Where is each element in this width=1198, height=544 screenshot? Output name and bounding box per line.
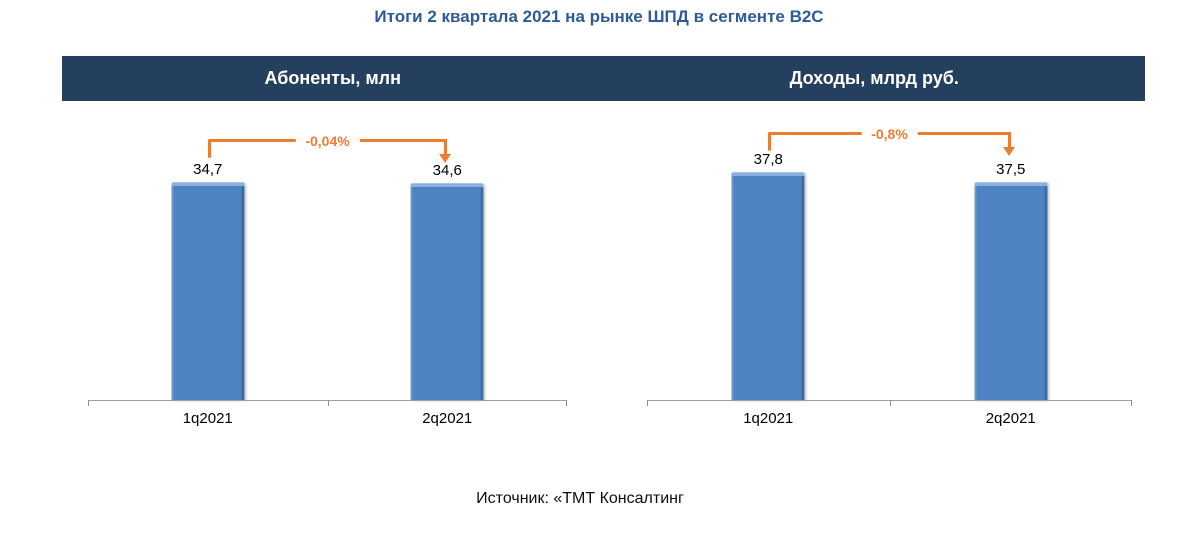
category-label: 2q2021 — [985, 410, 1036, 427]
bar-value-label: 37,8 — [753, 151, 783, 168]
header-subscribers: Абоненты, млн — [264, 68, 401, 88]
bracket-start — [768, 132, 772, 151]
category-label: 1q2021 — [743, 410, 794, 427]
category-label: 1q2021 — [182, 410, 233, 427]
bar-group-1q2021: 34,7 — [171, 161, 245, 400]
bracket-arrow-shaft — [444, 139, 448, 155]
category-label: 2q2021 — [422, 410, 473, 427]
bar-subscribers-2q2021 — [410, 183, 484, 400]
bar-revenue-2q2021 — [974, 182, 1048, 400]
x-axis — [647, 400, 1132, 406]
bar-group-1q2021: 37,8 — [731, 151, 805, 400]
axis-tick — [88, 400, 89, 406]
chart-subscribers: -0,04% 34,7 34,6 1q2021 2q2021 — [88, 120, 567, 430]
change-annotation: -0,04% — [207, 133, 452, 169]
bar-group-2q2021: 37,5 — [974, 161, 1048, 400]
bar-group-2q2021: 34,6 — [410, 162, 484, 400]
bar-subscribers-1q2021 — [171, 182, 245, 400]
axis-tick — [1131, 400, 1132, 406]
bar-value-label: 34,7 — [193, 161, 223, 178]
bar-value-label: 34,6 — [432, 162, 462, 179]
bracket-arrow-shaft — [1007, 132, 1011, 148]
change-percent-label: -0,8% — [861, 126, 918, 142]
column-header-bar: Абоненты, млн Доходы, млрд руб. — [62, 56, 1145, 101]
bracket-start — [207, 139, 211, 158]
source-note: Источник: «ТМТ Консалтинг — [476, 490, 684, 507]
bar-revenue-1q2021 — [731, 172, 805, 400]
axis-tick — [327, 400, 329, 406]
axis-tick — [889, 400, 891, 406]
bar-value-label: 37,5 — [996, 161, 1026, 178]
arrow-down-icon — [1002, 147, 1015, 156]
header-revenue: Доходы, млрд руб. — [789, 68, 959, 88]
axis-tick — [647, 400, 648, 406]
change-annotation: -0,8% — [768, 126, 1015, 162]
axis-tick — [566, 400, 567, 406]
change-percent-label: -0,04% — [295, 133, 360, 149]
figure-title: Итоги 2 квартала 2021 на рынке ШПД в сег… — [374, 7, 824, 26]
chart-revenue: -0,8% 37,8 37,5 1q2021 2q2021 — [647, 120, 1132, 430]
x-axis — [88, 400, 567, 406]
arrow-down-icon — [439, 154, 452, 163]
